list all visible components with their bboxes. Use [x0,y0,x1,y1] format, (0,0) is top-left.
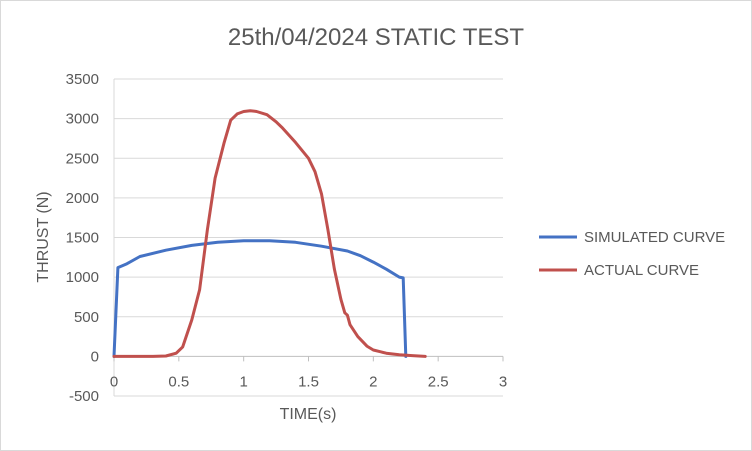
y-tick-label: 2000 [66,190,99,207]
x-tick-labels: 0 0.5 1 1.5 2 2.5 3 [110,373,507,390]
y-tick-labels: -500 0 500 1000 1500 2000 2500 3000 3500 [66,71,99,405]
x-axis-title: TIME(s) [280,406,337,423]
grid-lines [114,78,503,397]
y-tick-label: 1500 [66,230,99,247]
series-line-1 [112,109,427,358]
y-tick-label: -500 [69,388,99,405]
x-tick-label: 3 [499,373,507,390]
series-line-0 [112,239,408,358]
y-tick-label: 500 [74,309,99,326]
legend-label-1: ACTUAL CURVE [584,262,699,279]
y-tick-label: 2500 [66,150,99,167]
x-tick-label: 0 [110,373,118,390]
x-tick-label: 1.5 [298,373,319,390]
y-tick-label: 0 [91,348,99,365]
series-lines [112,109,427,358]
legend-label-0: SIMULATED CURVE [584,229,725,246]
legend: SIMULATED CURVE ACTUAL CURVE [539,229,725,279]
y-tick-label: 1000 [66,269,99,286]
x-tick-label: 1 [239,373,247,390]
x-tick-label: 2.5 [428,373,449,390]
y-axis-title: THRUST (N) [35,191,52,282]
x-tick-label: 0.5 [168,373,189,390]
y-tick-label: 3000 [66,111,99,128]
y-tick-label: 3500 [66,71,99,88]
chart-title: 25th/04/2024 STATIC TEST [228,24,524,51]
x-tick-label: 2 [369,373,377,390]
